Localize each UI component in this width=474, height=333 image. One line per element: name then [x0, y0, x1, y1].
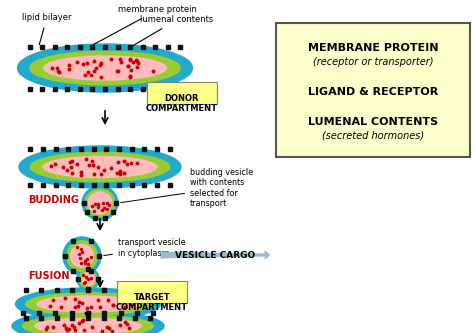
FancyBboxPatch shape	[276, 23, 470, 157]
Text: lumenal contents: lumenal contents	[128, 16, 213, 48]
Ellipse shape	[30, 51, 180, 85]
Ellipse shape	[12, 311, 164, 333]
Circle shape	[82, 272, 95, 286]
Ellipse shape	[82, 186, 118, 220]
Text: (secreted hormones): (secreted hormones)	[322, 131, 424, 141]
Ellipse shape	[85, 189, 115, 217]
Ellipse shape	[44, 56, 166, 80]
Circle shape	[63, 237, 101, 275]
Ellipse shape	[16, 288, 161, 320]
Ellipse shape	[30, 152, 170, 182]
Text: (receptor or transporter): (receptor or transporter)	[313, 57, 433, 67]
Text: TARGET
COMPARTMENT: TARGET COMPARTMENT	[116, 293, 188, 312]
Circle shape	[71, 245, 93, 267]
Ellipse shape	[18, 44, 192, 92]
Ellipse shape	[23, 315, 154, 333]
Ellipse shape	[19, 146, 181, 188]
Text: VESICLE CARGO: VESICLE CARGO	[175, 250, 255, 259]
Text: lipid bilayer: lipid bilayer	[22, 14, 72, 45]
Text: budding vesicle
with contents
selected for
transport: budding vesicle with contents selected f…	[120, 168, 253, 208]
Text: LIGAND & RECEPTOR: LIGAND & RECEPTOR	[308, 87, 438, 97]
Circle shape	[79, 270, 97, 288]
FancyBboxPatch shape	[147, 82, 217, 104]
Circle shape	[77, 268, 99, 290]
Ellipse shape	[26, 293, 150, 315]
Text: DONOR
COMPARTMENT: DONOR COMPARTMENT	[146, 94, 218, 114]
FancyBboxPatch shape	[117, 281, 187, 303]
Text: membrane protein: membrane protein	[93, 6, 197, 45]
Ellipse shape	[88, 192, 112, 214]
Circle shape	[67, 241, 97, 271]
Text: FUSION: FUSION	[28, 271, 70, 281]
Text: MEMBRANE PROTEIN: MEMBRANE PROTEIN	[308, 43, 438, 53]
Text: transport vesicle
in cytoplasm: transport vesicle in cytoplasm	[104, 238, 186, 258]
Text: LUMENAL CONTENTS: LUMENAL CONTENTS	[308, 117, 438, 127]
Ellipse shape	[35, 318, 141, 333]
Text: BUDDING: BUDDING	[28, 195, 79, 205]
Ellipse shape	[43, 157, 157, 177]
Ellipse shape	[37, 296, 139, 312]
